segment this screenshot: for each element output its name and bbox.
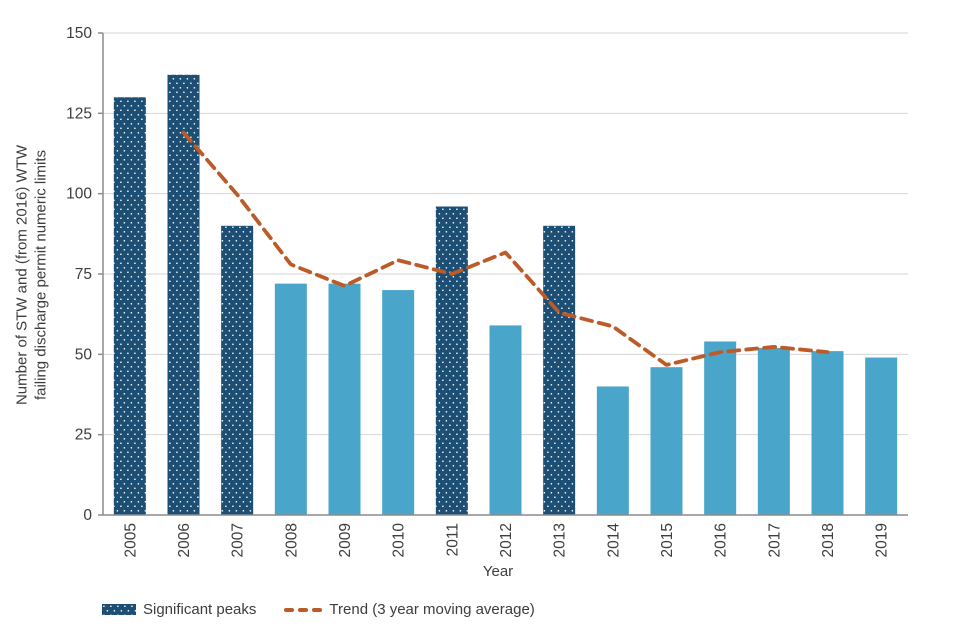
- bar-2005: [113, 97, 146, 516]
- y-tick-label-100: 100: [66, 186, 92, 203]
- x-tick-label-2006: 2006: [176, 523, 193, 557]
- y-axis-label-line-2: failing discharge permit numeric limits: [32, 149, 50, 401]
- bar-2017: [757, 347, 790, 515]
- x-tick-label-2005: 2005: [122, 523, 139, 557]
- bar-2013: [543, 225, 576, 516]
- bar-2009: [328, 283, 361, 515]
- bar-2006: [167, 74, 200, 516]
- x-tick-label-2019: 2019: [874, 523, 891, 557]
- x-tick-label-2012: 2012: [498, 523, 515, 557]
- bar-2007: [221, 225, 254, 516]
- x-tick-label-2007: 2007: [230, 523, 247, 557]
- y-tick-label-25: 25: [75, 427, 92, 444]
- bar-2016: [704, 341, 737, 515]
- trend-line-swatch-icon: [284, 607, 323, 612]
- y-tick-label-50: 50: [75, 346, 93, 363]
- x-tick-label-2014: 2014: [605, 523, 622, 558]
- x-tick-label-2015: 2015: [659, 523, 676, 557]
- x-tick-label-2018: 2018: [820, 523, 837, 557]
- y-tick-label-75: 75: [75, 266, 92, 283]
- x-tick-label-2011: 2011: [444, 523, 461, 556]
- bar-2010: [382, 290, 415, 515]
- legend-item-significant-peaks: Significant peaks: [102, 601, 256, 618]
- x-tick-label-2009: 2009: [337, 523, 354, 557]
- bar-2012: [489, 325, 522, 515]
- x-axis-label: Year: [482, 563, 514, 580]
- bar-2019: [865, 357, 898, 515]
- y-tick-label-125: 125: [66, 105, 92, 122]
- trend-line: [181, 130, 830, 367]
- bar-2014: [596, 386, 629, 515]
- bar-2008: [274, 283, 307, 515]
- legend-label-trend: Trend (3 year moving average): [329, 601, 535, 618]
- y-axis-label-line-1: Number of STW and (from 2016) WTW: [13, 144, 31, 406]
- bar-2011: [435, 206, 468, 515]
- x-tick-label-2013: 2013: [552, 523, 569, 557]
- legend-item-trend: Trend (3 year moving average): [284, 601, 535, 618]
- legend: Significant peaks Trend (3 year moving a…: [102, 601, 535, 618]
- legend-label-significant-peaks: Significant peaks: [143, 601, 257, 618]
- x-tick-label-2016: 2016: [713, 523, 730, 557]
- x-tick-label-2010: 2010: [391, 523, 408, 558]
- x-tick-label-2017: 2017: [766, 523, 783, 557]
- y-tick-label-150: 150: [66, 25, 92, 42]
- bar-2018: [811, 351, 844, 515]
- y-tick-label-0: 0: [83, 507, 92, 524]
- y-axis-label: Number of STW and (from 2016) WTW failin…: [13, 35, 51, 516]
- significant-peaks-swatch-icon: [102, 604, 136, 615]
- x-tick-label-2008: 2008: [283, 523, 300, 557]
- bar-2015: [650, 367, 683, 515]
